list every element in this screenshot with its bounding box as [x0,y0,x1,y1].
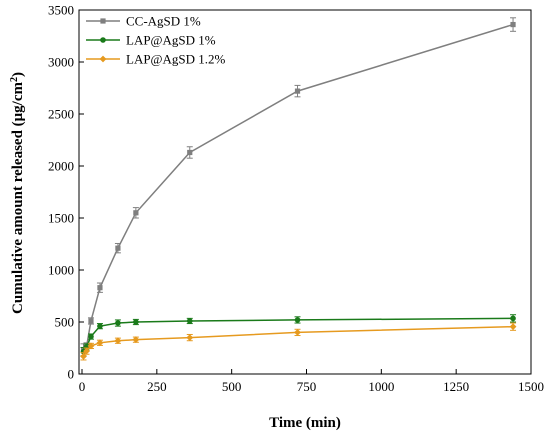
data-point [114,337,122,345]
y-tick-label: 1000 [48,263,74,278]
y-axis-title-main: Cumulative amount released (μg/cm [10,82,26,314]
data-point [133,210,139,216]
data-point [132,336,140,344]
series-line [82,23,514,351]
data-point [83,347,90,355]
plot-frame [78,9,532,375]
x-tick-label: 1250 [443,379,469,394]
y-tick-label: 1500 [48,211,74,226]
data-point [80,352,87,360]
y-axis-title-tail: ) [10,72,26,77]
data-point [97,323,103,329]
data-point [509,323,517,331]
x-tick-label: 1000 [368,379,394,394]
data-point [294,329,301,336]
data-point [115,245,121,251]
series-cc-agsd-1- [80,17,517,357]
legend: CC-AgSD 1% LAP@AgSD 1% LAP@AgSD 1.2% [86,14,226,67]
y-tick-label: 2500 [48,107,74,122]
x-axis-title: Time (min) [269,415,341,431]
legend-label: CC-AgSD 1% [126,14,201,29]
data-point [115,320,121,326]
y-tick-label: 500 [55,315,75,330]
legend-entry: LAP@AgSD 1% [86,33,216,48]
y-tick-label: 2000 [48,159,74,174]
data-point [294,88,301,94]
data-point [97,285,103,291]
x-tick-label: 1500 [518,379,544,394]
legend-marker [100,18,106,24]
series-layer [80,17,517,361]
x-tick-label: 250 [147,379,167,394]
data-point [87,342,95,350]
data-point [510,21,516,28]
legend-marker [100,37,106,43]
x-tick-label: 0 [79,379,86,394]
y-tick-label: 3000 [48,55,74,70]
data-point [510,315,516,322]
data-point [133,319,139,325]
data-point [186,318,193,324]
legend-marker [99,55,107,63]
legend-label: LAP@AgSD 1% [126,33,216,48]
y-axis-title-sup: 2 [9,77,20,82]
legend-label: LAP@AgSD 1.2% [126,52,226,67]
axis-ticks: 0 250 500 750 1000 1250 1500 0 500 1000 1500 2000 25… [48,3,544,395]
x-tick-label: 500 [222,379,242,394]
data-point [294,317,301,323]
x-tick-label: 750 [297,379,317,394]
y-tick-label: 3500 [48,3,74,18]
y-axis-title: Cumulative amount released (μg/cm2) [9,72,27,314]
data-point [186,334,194,341]
legend-entry: CC-AgSD 1% [86,14,201,29]
legend-entry: LAP@AgSD 1.2% [86,52,226,67]
series-lap-agsd-1-2- [80,322,517,361]
data-point [88,333,94,340]
y-tick-label: 0 [68,367,75,382]
data-point [96,339,104,347]
data-point [88,318,94,324]
data-point [187,149,193,156]
